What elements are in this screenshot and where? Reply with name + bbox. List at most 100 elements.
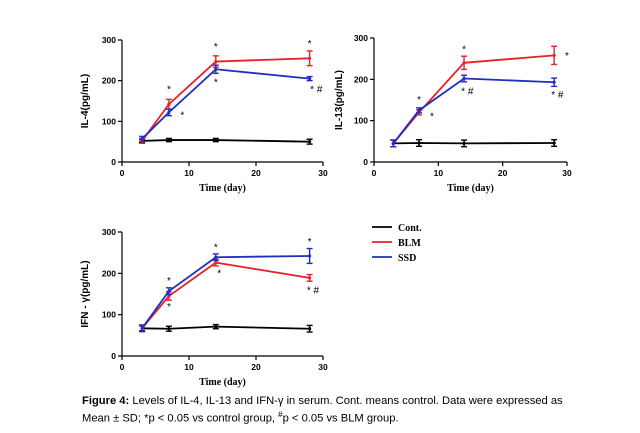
data-point — [167, 138, 171, 142]
significance-mark: * — [214, 242, 218, 253]
legend-item-cont: Cont. — [372, 223, 422, 234]
significance-mark: * — [430, 112, 434, 123]
significance-mark: * — [565, 51, 569, 62]
data-point — [462, 141, 466, 145]
series-blm — [390, 45, 558, 148]
data-point — [167, 289, 171, 293]
data-point — [552, 80, 556, 84]
significance-mark: * — [217, 268, 221, 279]
x-tick-label: 30 — [318, 168, 328, 178]
data-point — [462, 61, 466, 65]
x-tick-label: 20 — [251, 168, 261, 178]
data-point — [214, 59, 218, 64]
significance-mark: * # — [551, 90, 564, 101]
data-point — [308, 327, 312, 331]
caption-hash-mark: # — [278, 410, 283, 419]
data-point — [308, 56, 312, 60]
data-point — [167, 327, 171, 331]
y-axis-label: IFN - γ(pg/mL) — [80, 260, 91, 327]
data-point — [167, 102, 171, 106]
data-point — [308, 276, 312, 280]
x-axis-label: Time (day) — [447, 183, 494, 194]
series-line — [141, 261, 310, 329]
series-line — [392, 77, 555, 144]
data-point — [462, 76, 466, 81]
significance-mark: * # — [461, 87, 474, 98]
data-point — [214, 138, 218, 142]
series-cont — [390, 138, 558, 148]
y-tick-label: 300 — [102, 227, 116, 237]
y-tick-label: 0 — [111, 351, 116, 361]
significance-mark: * — [167, 276, 171, 287]
y-tick-label: 100 — [102, 310, 116, 320]
data-point — [214, 67, 218, 71]
data-point — [308, 140, 312, 144]
data-point — [214, 260, 218, 265]
series-ssd — [139, 64, 313, 142]
series-blm — [139, 50, 313, 144]
significance-mark: * — [214, 42, 218, 53]
series-line — [141, 255, 310, 329]
series-ssd — [139, 247, 313, 333]
x-axis-label: Time (day) — [199, 183, 246, 194]
data-point — [167, 294, 171, 298]
series-cont — [139, 137, 313, 145]
data-point — [214, 255, 218, 259]
legend: Cont. BLM SSD — [372, 223, 422, 264]
x-tick-label: 20 — [251, 362, 261, 372]
x-tick-label: 20 — [498, 168, 508, 178]
x-axis-label: Time (day) — [199, 377, 246, 388]
x-tick-label: 30 — [318, 362, 328, 372]
significance-mark: * # — [307, 286, 320, 297]
caption-line2-b: *p < 0.05 vs control group, — [144, 412, 279, 425]
legend-item-blm: BLM — [372, 238, 421, 249]
data-point — [308, 77, 312, 81]
data-point — [140, 326, 144, 330]
caption-line1: Levels of IL-4, IL-13 and IFN-γ in serum… — [132, 395, 563, 407]
significance-mark: * — [180, 111, 184, 122]
significance-mark: * — [417, 95, 421, 106]
legend-label: SSD — [398, 253, 416, 264]
x-tick-label: 10 — [434, 168, 444, 178]
significance-mark: * — [214, 78, 218, 89]
series-line — [141, 57, 310, 142]
series-ssd — [390, 74, 558, 148]
x-tick-label: 30 — [562, 168, 572, 178]
data-point — [417, 108, 421, 112]
figure-caption: Figure 4: Levels of IL-4, IL-13 and IFN-… — [82, 394, 634, 426]
data-point — [417, 141, 421, 145]
legend-label: BLM — [398, 238, 421, 249]
y-tick-label: 100 — [102, 116, 116, 126]
x-tick-label: 0 — [120, 168, 125, 178]
y-tick-label: 0 — [111, 157, 116, 167]
caption-line2-a: Mean ± SD; — [82, 412, 145, 425]
x-tick-label: 10 — [184, 362, 194, 372]
y-axis-label: IL-4(pg/mL) — [80, 74, 91, 128]
significance-mark: * — [308, 39, 312, 50]
significance-mark: * — [167, 302, 171, 313]
x-tick-label: 0 — [372, 168, 377, 178]
caption-line2-c: p < 0.05 vs BLM group. — [282, 412, 399, 425]
y-axis-label: IL-13(pg/mL) — [334, 70, 345, 130]
significance-mark: * — [308, 237, 312, 248]
y-tick-label: 200 — [102, 76, 116, 86]
y-tick-label: 300 — [102, 35, 116, 45]
caption-label: Figure 4: — [82, 395, 130, 407]
data-point — [140, 137, 144, 141]
y-tick-label: 100 — [354, 116, 368, 126]
significance-mark: * # — [310, 85, 323, 96]
y-tick-label: 300 — [354, 33, 368, 43]
y-tick-label: 200 — [354, 74, 368, 84]
y-tick-label: 200 — [102, 268, 116, 278]
legend-item-ssd: SSD — [372, 253, 416, 264]
data-point — [552, 141, 556, 145]
significance-mark: * — [462, 45, 466, 56]
legend-label: Cont. — [398, 223, 422, 234]
data-point — [214, 325, 218, 329]
series-line — [142, 139, 310, 143]
x-tick-label: 0 — [120, 362, 125, 372]
